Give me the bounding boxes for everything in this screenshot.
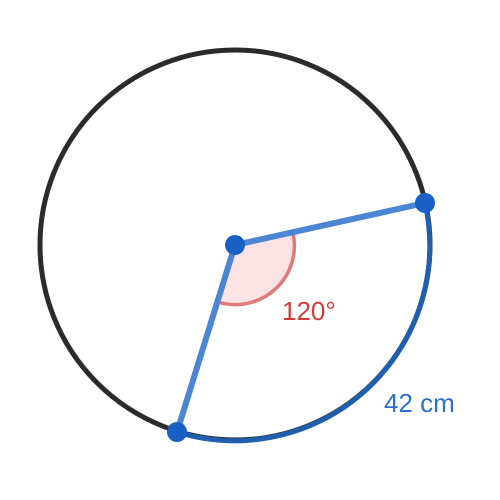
lower-left-point: [167, 422, 187, 442]
angle-marker-arc: [217, 232, 297, 307]
radius-to-upper-point: [232, 200, 428, 248]
highlighted-arc: [176, 202, 433, 444]
angle-label: 120°: [282, 296, 336, 326]
arc-length-label: 42 cm: [384, 388, 455, 418]
radius-to-lower-point: [174, 242, 238, 435]
upper-right-point: [415, 193, 435, 213]
center-point: [225, 235, 245, 255]
